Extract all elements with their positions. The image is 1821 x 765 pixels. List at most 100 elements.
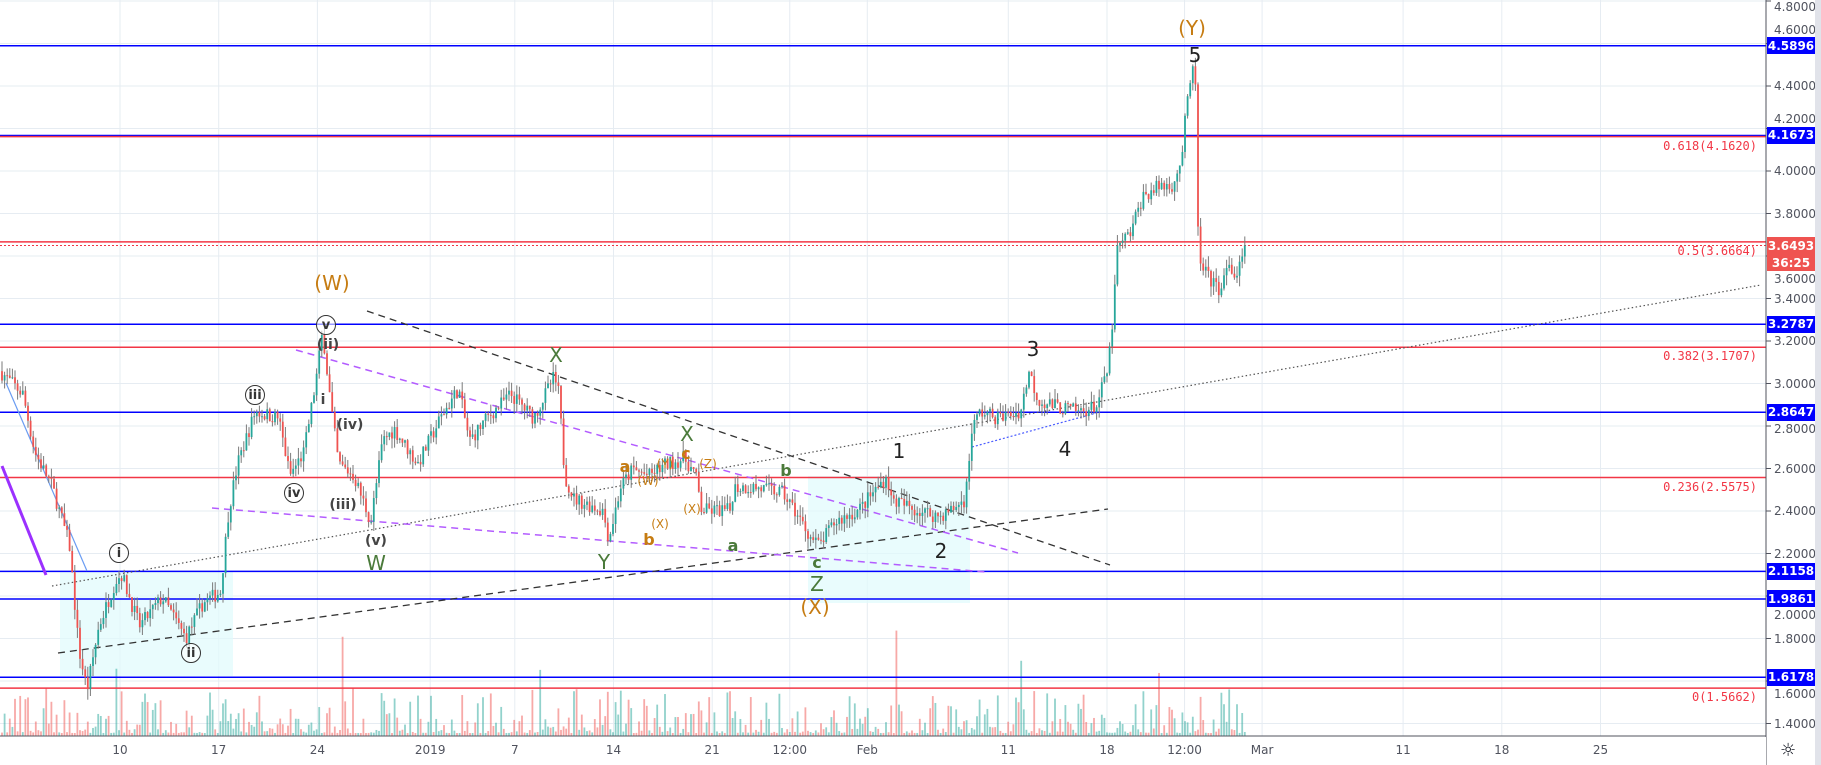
volume-bar xyxy=(705,722,708,736)
candle-body xyxy=(822,540,825,543)
candle-body xyxy=(960,501,963,505)
candle-body xyxy=(809,537,812,539)
volume-bar xyxy=(58,732,61,736)
candle-body xyxy=(141,620,144,628)
volume-bar xyxy=(700,710,703,736)
candle-body xyxy=(562,418,565,466)
volume-bar xyxy=(102,732,105,736)
volume-bar xyxy=(1152,728,1155,736)
candle-body xyxy=(1212,278,1215,287)
candle-body xyxy=(1145,191,1147,195)
candle-body xyxy=(102,617,105,625)
volume-bar xyxy=(827,732,830,736)
volume-bar xyxy=(1134,704,1137,736)
volume-bar xyxy=(255,712,258,736)
candle-body xyxy=(1233,273,1236,278)
volume-bar xyxy=(1025,729,1028,736)
candle-body xyxy=(583,504,586,509)
volume-bar xyxy=(99,715,102,736)
candle-body xyxy=(1095,407,1098,413)
volume-bar xyxy=(253,726,256,736)
candle-body xyxy=(1113,284,1116,330)
candle-body xyxy=(710,508,713,514)
candle-body xyxy=(406,440,409,455)
candle-body xyxy=(612,523,614,535)
volume-bar xyxy=(469,732,471,736)
volume-bar xyxy=(336,732,339,736)
volume-bar xyxy=(1163,725,1166,736)
scrollbar[interactable] xyxy=(1815,0,1821,765)
axes xyxy=(0,0,1771,765)
volume-bar xyxy=(170,721,172,736)
candle-body xyxy=(726,503,729,509)
volume-bar xyxy=(323,732,326,736)
volume-bar xyxy=(739,718,742,736)
volume-bar xyxy=(411,731,414,736)
candle-body xyxy=(518,394,521,400)
candle-body xyxy=(1158,180,1160,190)
candle-body xyxy=(476,424,479,441)
volume-bar xyxy=(294,718,297,736)
candle-body xyxy=(196,608,198,616)
candle-body xyxy=(326,353,328,375)
candle-body xyxy=(292,468,295,474)
candle-body xyxy=(632,465,635,468)
candle-body xyxy=(383,436,386,445)
candle-body xyxy=(801,516,804,522)
volume-bar xyxy=(141,701,144,736)
volume-bar xyxy=(445,732,448,736)
volume-bar xyxy=(921,730,924,736)
settings-gear-icon[interactable]: ☼ xyxy=(1780,740,1797,761)
wave-label: (X) xyxy=(800,595,830,619)
candle-body xyxy=(172,609,175,613)
x-tick-label: 25 xyxy=(1592,743,1609,757)
volume-bar xyxy=(1100,714,1103,736)
y-tick-label: 4.2000 xyxy=(1774,111,1816,126)
volume-bar xyxy=(1241,713,1244,736)
volume-bar xyxy=(645,705,648,736)
volume-bar xyxy=(216,732,219,736)
volume-bar xyxy=(1054,698,1056,736)
volume-bar xyxy=(918,718,921,736)
volume-bar xyxy=(513,719,516,736)
volume-bar xyxy=(1095,731,1098,736)
candle-body xyxy=(708,503,711,509)
volume-bar xyxy=(393,698,396,736)
volume-bar xyxy=(1126,732,1129,736)
wave-label: Z xyxy=(810,572,824,596)
volume-bar xyxy=(1132,725,1134,736)
candle-body xyxy=(1168,183,1171,190)
candle-body xyxy=(861,501,864,504)
candle-body xyxy=(3,375,6,381)
volume-bar xyxy=(297,718,300,736)
volume-bar xyxy=(817,732,820,736)
candle-body xyxy=(112,593,115,600)
volume-bar xyxy=(372,732,375,736)
wave-label: (X) xyxy=(683,502,701,516)
candle-body xyxy=(1022,393,1025,410)
horizontal-levels[interactable] xyxy=(0,44,1766,689)
candle-body xyxy=(890,489,893,496)
candle-body xyxy=(1041,404,1043,406)
volume-bar xyxy=(744,724,747,736)
candle-body xyxy=(521,399,523,405)
volume-bar xyxy=(544,719,547,736)
volume-bar xyxy=(846,716,848,736)
candle-body xyxy=(362,495,365,499)
candle-body xyxy=(497,407,500,409)
candle-body xyxy=(666,458,669,469)
volume-bar xyxy=(53,732,55,736)
wave-label: W xyxy=(366,551,386,575)
candle-body xyxy=(864,501,867,508)
candle-body xyxy=(622,477,625,489)
candle-body xyxy=(996,412,999,425)
x-tick-label: 10 xyxy=(112,743,128,757)
candle-body xyxy=(385,436,388,438)
candle-body xyxy=(365,498,367,513)
volume-bar xyxy=(1064,705,1067,736)
volume-bar xyxy=(562,726,565,736)
volume-bar xyxy=(765,702,768,736)
y-tick-label: 4.4000 xyxy=(1774,79,1816,93)
candle-body xyxy=(739,491,742,493)
